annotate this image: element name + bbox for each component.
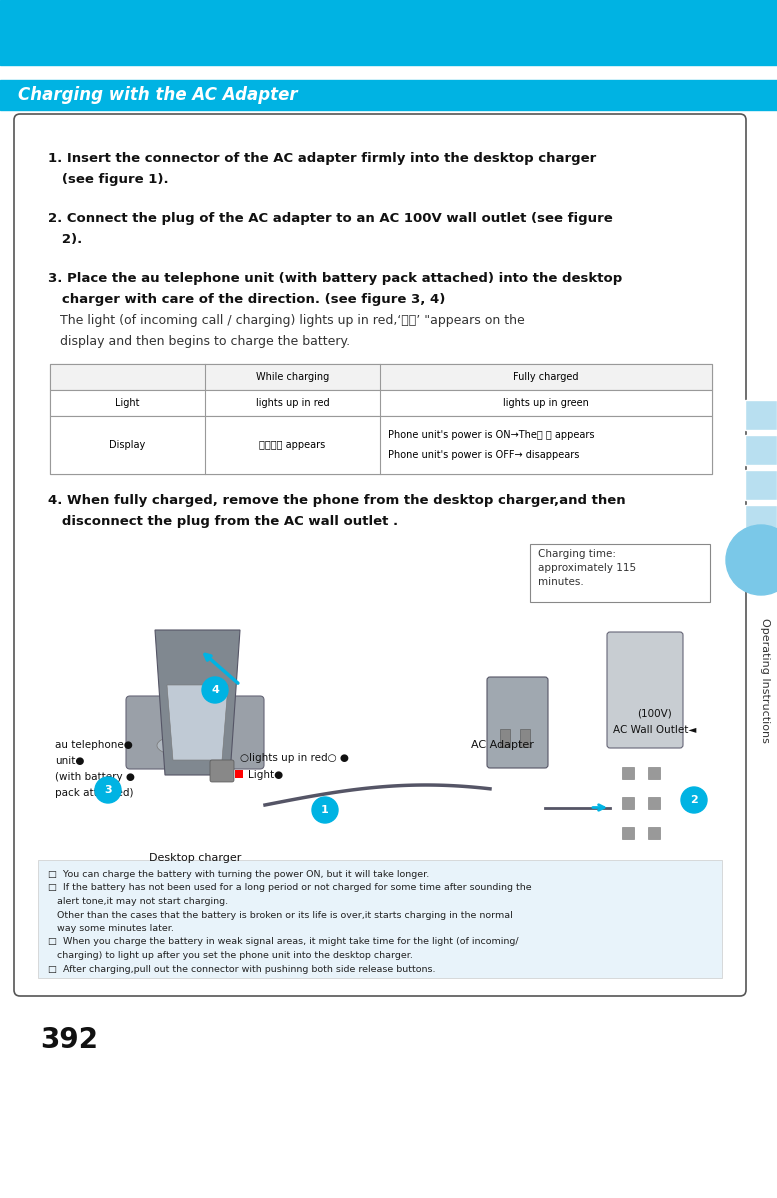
- Text: display and then begins to charge the battery.: display and then begins to charge the ba…: [48, 335, 350, 347]
- FancyBboxPatch shape: [607, 633, 683, 748]
- Circle shape: [202, 677, 228, 703]
- Ellipse shape: [157, 736, 207, 756]
- Polygon shape: [167, 685, 228, 760]
- Bar: [50, 416, 712, 474]
- Bar: [622, 797, 634, 809]
- Circle shape: [681, 787, 707, 813]
- Bar: [745, 470, 777, 500]
- FancyBboxPatch shape: [210, 760, 234, 782]
- Text: □  After charging,pull out the connector with pushinng both side release buttons: □ After charging,pull out the connector …: [48, 964, 435, 974]
- Text: 392: 392: [40, 1025, 98, 1054]
- Text: AC Adapter: AC Adapter: [471, 740, 534, 750]
- Bar: [648, 767, 660, 779]
- Circle shape: [95, 778, 121, 803]
- Text: □  You can charge the battery with turning the power ON, but it will take longer: □ You can charge the battery with turnin…: [48, 870, 429, 879]
- Text: way some minutes later.: way some minutes later.: [48, 924, 174, 933]
- Text: AC Wall Outlet◄: AC Wall Outlet◄: [613, 725, 697, 736]
- Text: 「充電」 appears: 「充電」 appears: [260, 440, 326, 450]
- Bar: [500, 730, 510, 748]
- Text: Phone unit's power is ON→The【 】 appears: Phone unit's power is ON→The【 】 appears: [388, 430, 594, 440]
- Text: 3. Place the au telephone unit (with battery pack attached) into the desktop: 3. Place the au telephone unit (with bat…: [48, 272, 622, 285]
- Text: (see figure 1).: (see figure 1).: [48, 173, 169, 186]
- Bar: [235, 770, 243, 778]
- Text: 2).: 2).: [48, 232, 82, 246]
- Polygon shape: [155, 630, 240, 775]
- Text: Display: Display: [110, 440, 145, 450]
- Bar: [0, 0, 777, 65]
- Text: unit●: unit●: [55, 756, 85, 766]
- Bar: [622, 827, 634, 839]
- Bar: [745, 400, 777, 430]
- Text: □  When you charge the battery in weak signal areas, it might take time for the : □ When you charge the battery in weak si…: [48, 938, 518, 946]
- Bar: [745, 506, 777, 536]
- Text: 4: 4: [211, 685, 219, 695]
- Bar: [50, 364, 712, 391]
- Text: (100V): (100V): [638, 709, 672, 719]
- Text: au telephone●: au telephone●: [55, 740, 133, 750]
- Circle shape: [726, 525, 777, 595]
- Text: alert tone,it may not start charging.: alert tone,it may not start charging.: [48, 897, 228, 906]
- Text: (with battery ●: (with battery ●: [55, 772, 135, 782]
- Text: ○lights up in red○ ●: ○lights up in red○ ●: [240, 754, 349, 763]
- FancyBboxPatch shape: [487, 677, 548, 768]
- FancyBboxPatch shape: [126, 696, 264, 769]
- Text: 1. Insert the connector of the AC adapter firmly into the desktop charger: 1. Insert the connector of the AC adapte…: [48, 152, 596, 165]
- Bar: [520, 730, 530, 748]
- Text: 2. Connect the plug of the AC adapter to an AC 100V wall outlet (see figure: 2. Connect the plug of the AC adapter to…: [48, 212, 613, 225]
- Text: Fully charged: Fully charged: [514, 373, 579, 382]
- Bar: [530, 544, 710, 603]
- Text: While charging: While charging: [256, 373, 329, 382]
- Text: Operating Instructions: Operating Instructions: [760, 617, 770, 743]
- Text: □  If the battery has not been used for a long period or not charged for some ti: □ If the battery has not been used for a…: [48, 883, 531, 893]
- FancyBboxPatch shape: [14, 114, 746, 996]
- Text: charging) to light up after you set the phone unit into the desktop charger.: charging) to light up after you set the …: [48, 951, 413, 960]
- Text: pack attached): pack attached): [55, 788, 134, 798]
- Text: lights up in red: lights up in red: [256, 398, 329, 409]
- Text: 2: 2: [690, 795, 698, 805]
- Bar: [648, 797, 660, 809]
- Text: Charging with the AC Adapter: Charging with the AC Adapter: [18, 86, 298, 104]
- Circle shape: [312, 797, 338, 823]
- Bar: [0, 80, 777, 110]
- Text: Other than the cases that the battery is broken or its life is over,it starts ch: Other than the cases that the battery is…: [48, 910, 513, 920]
- Text: charger with care of the direction. (see figure 3, 4): charger with care of the direction. (see…: [48, 294, 445, 305]
- Bar: [50, 391, 712, 416]
- Text: Charging time:
approximately 115
minutes.: Charging time: approximately 115 minutes…: [538, 549, 636, 587]
- Bar: [648, 827, 660, 839]
- Text: 4. When fully charged, remove the phone from the desktop charger,and then: 4. When fully charged, remove the phone …: [48, 494, 625, 507]
- Text: disconnect the plug from the AC wall outlet .: disconnect the plug from the AC wall out…: [48, 515, 398, 528]
- Bar: [50, 364, 712, 474]
- Text: 3: 3: [104, 785, 112, 795]
- Text: Phone unit's power is OFF→ disappears: Phone unit's power is OFF→ disappears: [388, 450, 580, 460]
- Text: The light (of incoming call / charging) lights up in red,‘充電’ "appears on the: The light (of incoming call / charging) …: [48, 314, 524, 327]
- Text: lights up in green: lights up in green: [503, 398, 589, 409]
- Text: Light: Light: [115, 398, 140, 409]
- Bar: [745, 435, 777, 465]
- Text: Desktop charger: Desktop charger: [149, 853, 241, 863]
- Bar: [622, 767, 634, 779]
- Text: Light●: Light●: [248, 770, 283, 780]
- Text: 1: 1: [321, 805, 329, 815]
- Bar: [38, 860, 722, 978]
